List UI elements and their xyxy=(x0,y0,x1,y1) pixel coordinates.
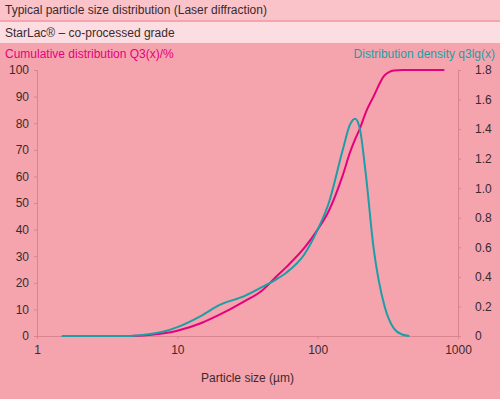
tick-mark xyxy=(34,70,37,71)
tick: 60 xyxy=(16,170,37,184)
y2-axis: 0 0.2 0.4 0.6 0.8 1.0 1.2 1.4 1.6 1.8 xyxy=(458,63,492,343)
tick-label: 10 xyxy=(16,303,30,317)
axis-line xyxy=(34,71,38,337)
tick-label: 0 xyxy=(475,329,482,343)
tick-mark xyxy=(177,336,178,339)
tick-label: 40 xyxy=(16,223,30,237)
y2-axis-title: Distribution density q3lg(x) xyxy=(354,47,495,61)
tick: 100 xyxy=(308,336,328,357)
tick-mark xyxy=(34,97,37,98)
tick-label: 1.8 xyxy=(475,63,492,77)
tick: 1.2 xyxy=(458,152,492,166)
tick: 10 xyxy=(16,303,37,317)
y-axis: 0 10 20 30 40 50 60 70 80 90 100 xyxy=(9,63,38,343)
tick-label: 1 xyxy=(34,343,41,357)
tick-label: 1000 xyxy=(445,343,472,357)
tick: 1 xyxy=(34,336,41,357)
tick: 1.8 xyxy=(458,63,492,77)
tick-mark xyxy=(318,336,319,339)
tick-mark xyxy=(34,123,37,124)
tick: 70 xyxy=(16,143,37,157)
tick-label: 70 xyxy=(16,143,30,157)
tick-mark xyxy=(34,336,37,337)
tick-label: 100 xyxy=(308,343,328,357)
tick-label: 1.0 xyxy=(475,182,492,196)
tick: 80 xyxy=(16,117,37,131)
title-band xyxy=(0,0,500,20)
tick-mark xyxy=(458,218,461,219)
tick-label: 1.2 xyxy=(475,152,492,166)
tick: 1.0 xyxy=(458,182,492,196)
subtitle: StarLac® – co-processed grade xyxy=(5,26,175,40)
tick: 0.8 xyxy=(458,211,492,225)
x-axis: 1 10 100 1000 xyxy=(34,336,472,357)
tick: 20 xyxy=(16,276,37,290)
x-axis-title: Particle size (µm) xyxy=(201,371,294,385)
tick-mark xyxy=(458,306,461,307)
tick: 0.2 xyxy=(458,300,492,314)
tick-label: 1.4 xyxy=(475,122,492,136)
series-line xyxy=(129,70,445,336)
tick-label: 30 xyxy=(16,250,30,264)
tick-mark xyxy=(34,256,37,257)
tick-mark xyxy=(34,230,37,231)
chart: Typical particle size distribution (Lase… xyxy=(0,0,500,399)
tick: 1000 xyxy=(445,336,472,357)
tick: 0.6 xyxy=(458,241,492,255)
tick: 30 xyxy=(16,250,37,264)
tick-mark xyxy=(34,150,37,151)
tick-label: 80 xyxy=(16,117,30,131)
tick: 1.4 xyxy=(458,122,492,136)
axis-line xyxy=(459,71,462,337)
tick-label: 20 xyxy=(16,276,30,290)
tick-label: 60 xyxy=(16,170,30,184)
tick-mark xyxy=(458,247,461,248)
subtitle-band xyxy=(0,22,500,43)
tick: 0 xyxy=(458,329,482,343)
tick: 40 xyxy=(16,223,37,237)
tick-label: 50 xyxy=(16,196,30,210)
tick-mark xyxy=(458,70,461,71)
tick-mark xyxy=(458,336,461,337)
tick-mark xyxy=(458,188,461,189)
tick-mark xyxy=(458,159,461,160)
tick-label: 0.4 xyxy=(475,270,492,284)
tick: 0 xyxy=(22,329,37,343)
tick-mark xyxy=(458,100,461,101)
title: Typical particle size distribution (Lase… xyxy=(5,3,267,17)
tick-label: 0 xyxy=(22,329,29,343)
tick: 10 xyxy=(171,336,185,357)
tick-label: 100 xyxy=(9,63,29,77)
tick-label: 0.2 xyxy=(475,300,492,314)
tick: 90 xyxy=(16,90,37,104)
plot-area xyxy=(62,70,445,336)
tick-mark xyxy=(34,203,37,204)
series-line xyxy=(62,119,410,336)
tick-label: 0.6 xyxy=(475,241,492,255)
tick-label: 10 xyxy=(171,343,185,357)
tick-label: 90 xyxy=(16,90,30,104)
tick-mark xyxy=(458,129,461,130)
tick-mark xyxy=(34,283,37,284)
tick: 1.6 xyxy=(458,93,492,107)
tick-mark xyxy=(34,176,37,177)
tick: 0.4 xyxy=(458,270,492,284)
y-axis-title: Cumulative distribution Q3(x)/% xyxy=(5,47,174,61)
tick-label: 0.8 xyxy=(475,211,492,225)
tick: 100 xyxy=(9,63,37,77)
tick-mark xyxy=(34,309,37,310)
tick-mark xyxy=(458,277,461,278)
tick: 50 xyxy=(16,196,37,210)
tick-label: 1.6 xyxy=(475,93,492,107)
